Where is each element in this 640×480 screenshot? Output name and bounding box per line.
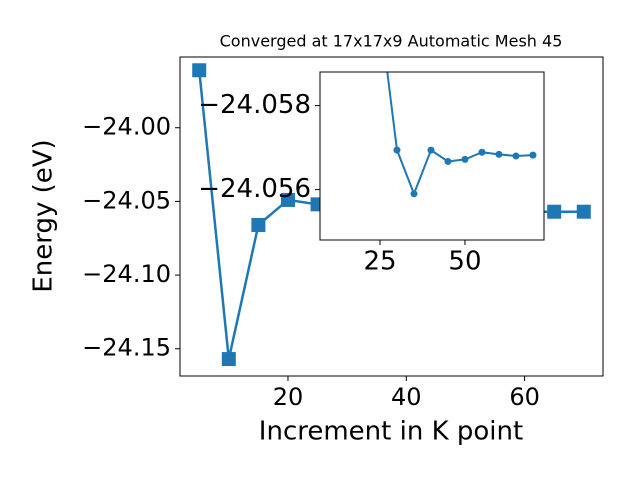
y-tick-label: −24.056 [198,174,311,204]
data-marker [529,151,537,159]
data-marker [251,217,266,232]
x-tick-label: 25 [363,247,396,277]
data-marker [547,204,562,219]
data-marker [376,10,383,17]
data-marker [221,352,236,367]
x-tick-label: 50 [448,247,481,277]
data-marker [478,148,486,156]
data-marker [410,190,418,198]
chart-title: Converged at 17x17x9 Automatic Mesh 45 [220,32,563,51]
y-tick-label: −24.00 [82,113,171,141]
y-tick-label: −24.10 [82,260,171,288]
data-marker [427,146,435,154]
y-axis-label: Energy (eV) [29,139,59,292]
y-tick-label: −24.15 [82,334,171,362]
plot-area [376,10,537,198]
x-tick-label: 40 [391,383,422,411]
x-tick-label: 20 [273,383,304,411]
data-marker [192,63,207,78]
y-tick-label: −24.05 [82,186,171,214]
data-marker [512,152,520,160]
data-line [386,72,534,197]
axes-frame [319,71,545,241]
data-marker [461,155,469,163]
x-tick-label: 60 [509,383,540,411]
x-axis-label: Increment in K point [259,417,523,447]
axes-frame [179,56,604,377]
data-marker [393,146,401,154]
data-marker [576,204,591,219]
y-tick-label: −24.058 [198,90,311,120]
data-marker [444,157,452,165]
data-marker [495,150,503,158]
data-marker [280,192,295,207]
